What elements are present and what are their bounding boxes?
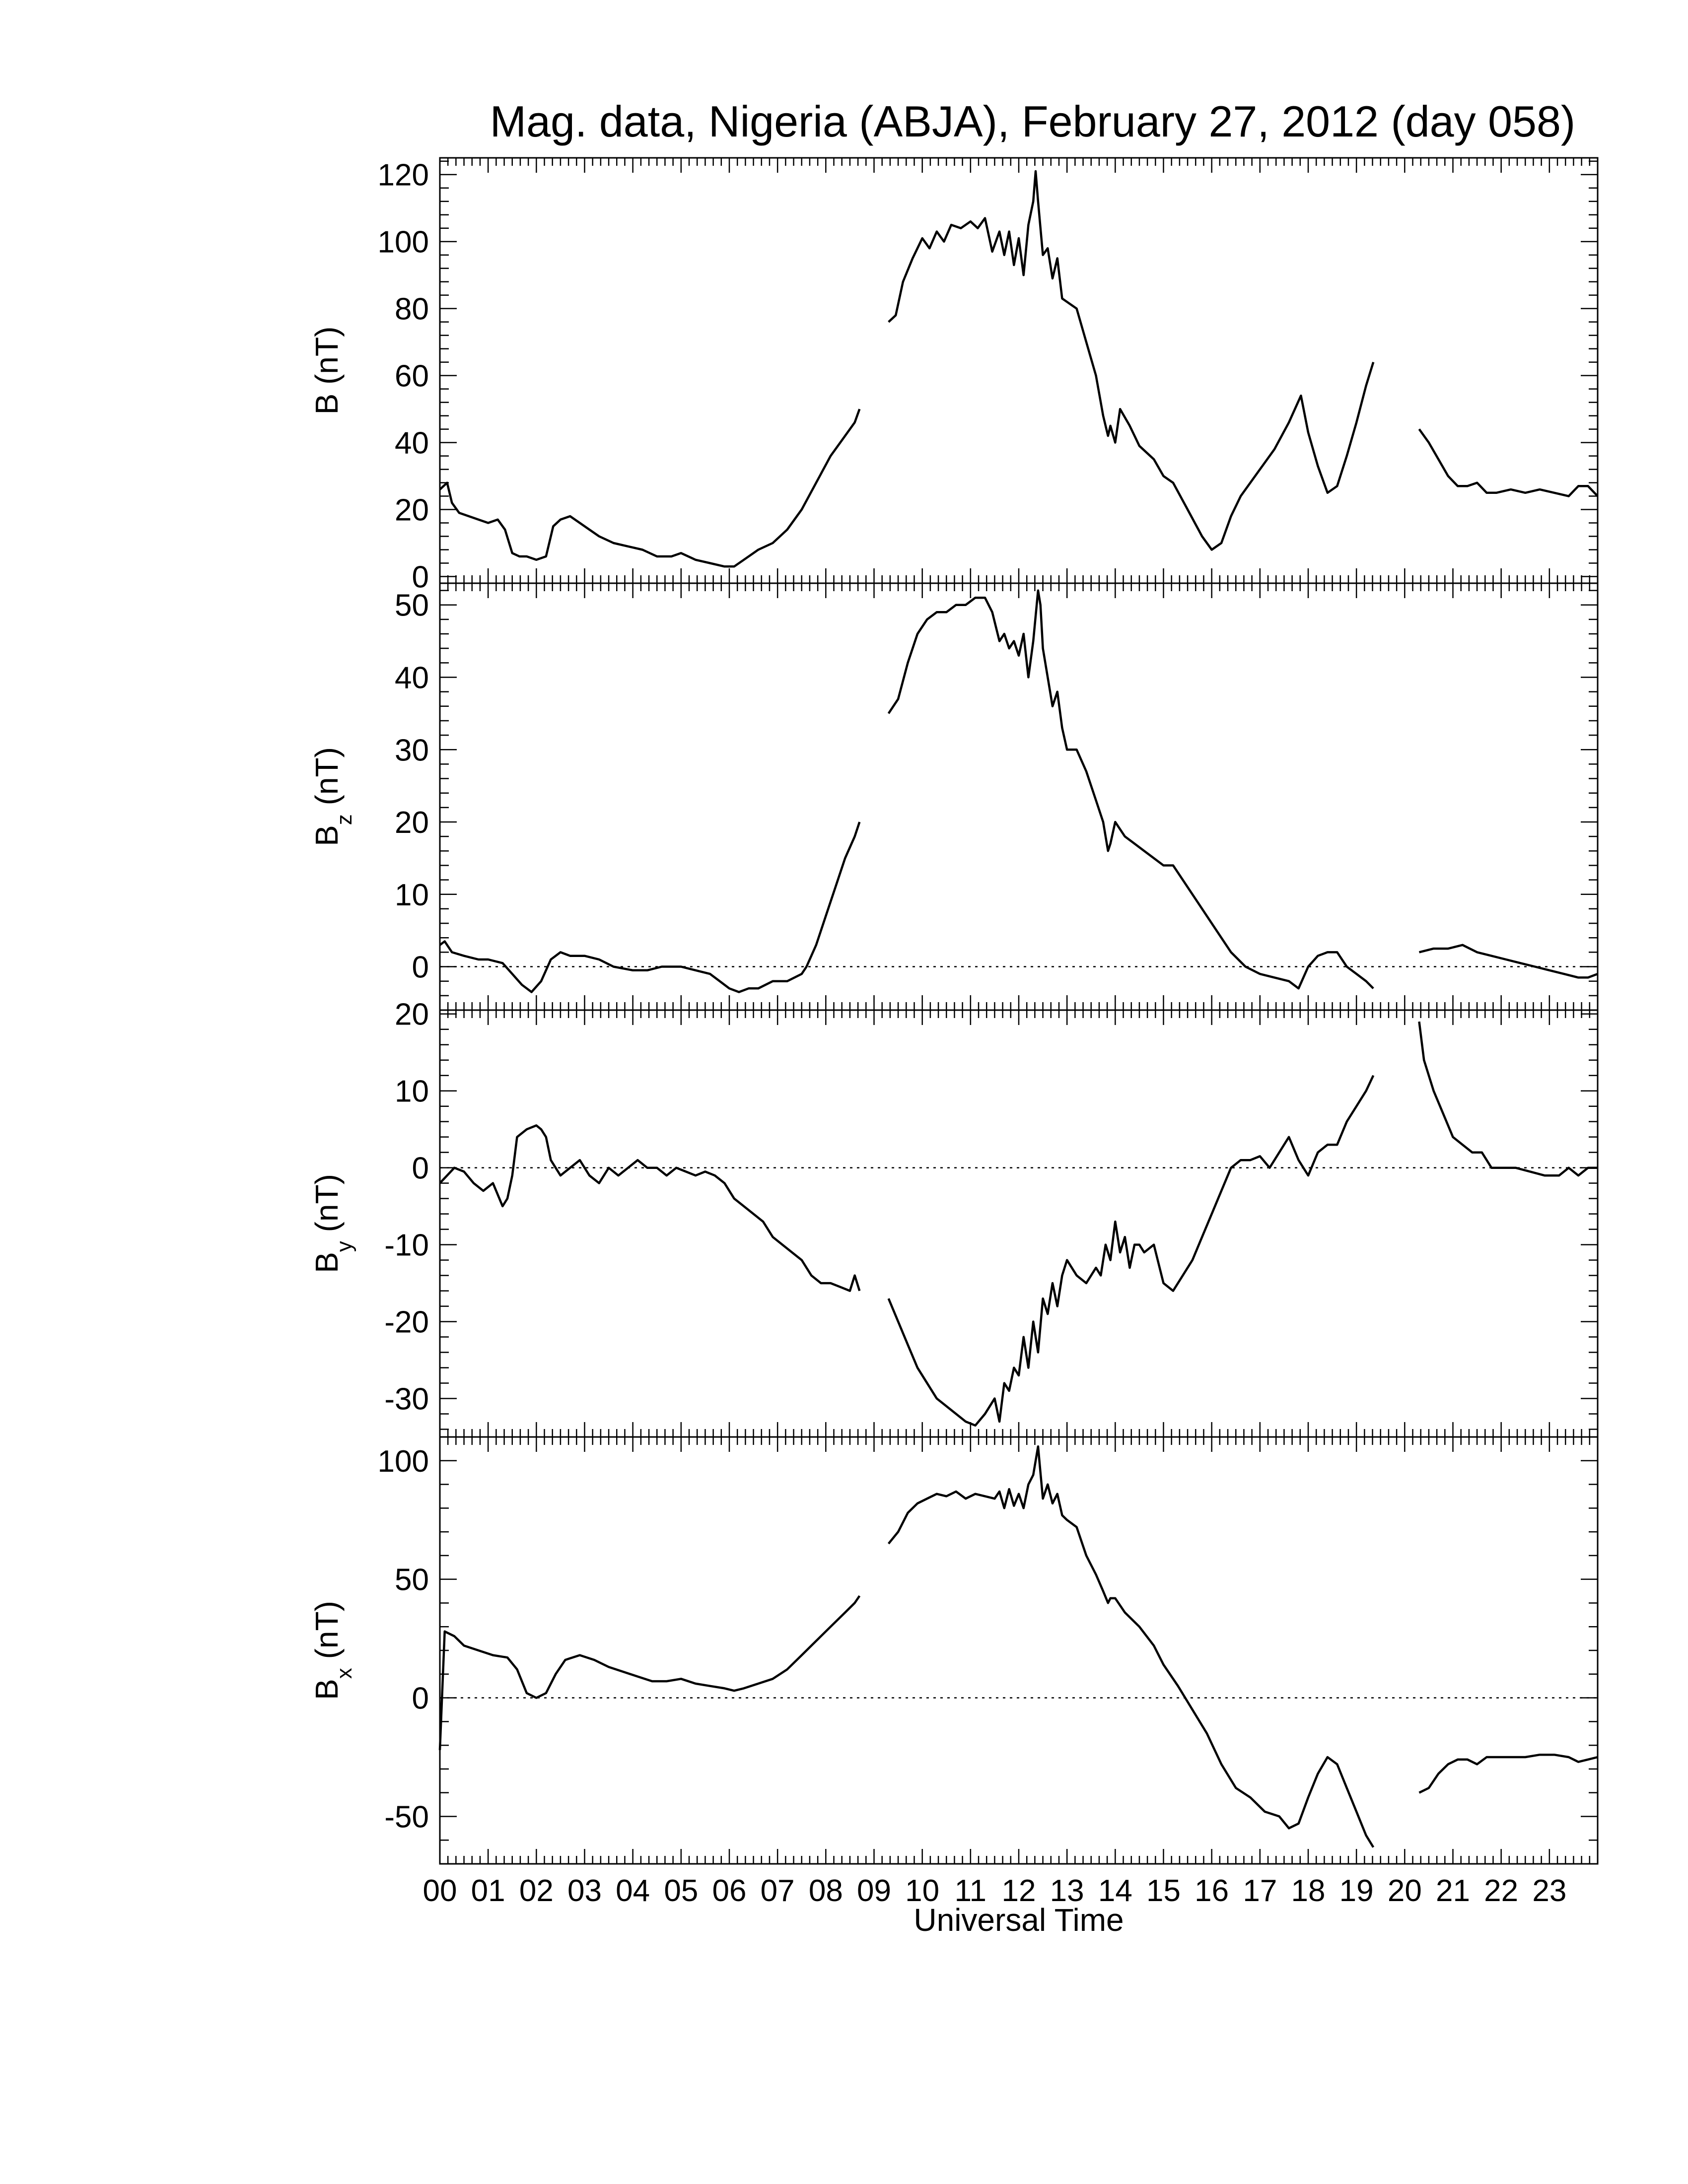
y-tick-label: 40	[395, 661, 429, 695]
y-tick-label: 50	[395, 1563, 429, 1597]
x-tick-label: 19	[1339, 1874, 1374, 1908]
series-line-2	[887, 1445, 1375, 1848]
y-tick-label: -30	[384, 1382, 429, 1417]
x-tick-label: 03	[567, 1874, 602, 1908]
y-axis-title: By (nT)	[309, 1174, 356, 1273]
y-tick-label: 20	[395, 493, 429, 528]
x-tick-label: 02	[519, 1874, 554, 1908]
y-tick-label: 30	[395, 733, 429, 767]
series-line-1	[439, 821, 861, 993]
x-tick-label: 05	[664, 1874, 698, 1908]
y-tick-label: 100	[378, 1444, 429, 1479]
panel-3: -30 -20 -10 0 10 20 By (nT)	[309, 998, 1599, 1438]
x-tick-label: 12	[1002, 1874, 1036, 1908]
y-tick-label: 120	[378, 158, 429, 193]
x-tick-label: 11	[955, 1874, 986, 1908]
y-tick-label: 10	[395, 878, 429, 912]
y-tick-label: 20	[395, 806, 429, 840]
y-tick-label: 50	[395, 589, 429, 623]
x-tick-label: 01	[471, 1874, 505, 1908]
y-tick-label: 0	[412, 560, 429, 595]
y-tick-label: 60	[395, 359, 429, 394]
y-tick-label: 10	[395, 1075, 429, 1109]
series-line-1	[439, 409, 861, 568]
x-tick-label: 16	[1195, 1874, 1229, 1908]
series-line-3	[1418, 428, 1599, 497]
x-tick-label: 15	[1146, 1874, 1181, 1908]
x-axis-title: Universal Time	[914, 1902, 1124, 1938]
x-tick-label: 06	[712, 1874, 747, 1908]
x-tick-label: 14	[1098, 1874, 1132, 1908]
x-tick-label: 08	[809, 1874, 843, 1908]
series-line-3	[1418, 1021, 1598, 1177]
y-tick-label: 0	[412, 1152, 429, 1186]
series-line-1	[439, 1124, 861, 1292]
series-line-2	[887, 589, 1374, 990]
y-tick-label: 20	[395, 998, 429, 1032]
plot-frame	[439, 1436, 1599, 1865]
y-tick-label: 40	[395, 426, 429, 461]
x-tick-label: 13	[1050, 1874, 1084, 1908]
x-axis-tick-labels: 00 01 02 03 04 05 06 07 08 09 10 11 12 13 14 15 16 17 18 19…	[423, 1874, 1567, 1908]
series-line-2	[887, 1075, 1375, 1427]
series-line-3	[1418, 944, 1598, 979]
series-line-3	[1418, 1753, 1598, 1794]
panel-4: -50 0 50 100 Bx (nT)	[309, 1436, 1599, 1865]
y-tick-label: 100	[378, 225, 429, 260]
y-tick-label: 80	[395, 292, 429, 327]
plot-frame	[439, 157, 1599, 584]
x-tick-label: 10	[905, 1874, 939, 1908]
plot-frame	[439, 582, 1599, 1011]
x-tick-label: 00	[423, 1874, 457, 1908]
x-tick-label: 17	[1243, 1874, 1277, 1908]
y-axis-title: Bx (nT)	[309, 1601, 356, 1700]
x-tick-label: 09	[857, 1874, 891, 1908]
y-axis-title: B (nT)	[309, 327, 345, 415]
x-tick-label: 22	[1484, 1874, 1518, 1908]
x-tick-label: 21	[1436, 1874, 1470, 1908]
y-tick-label: -10	[384, 1228, 429, 1263]
x-tick-label: 07	[761, 1874, 795, 1908]
x-tick-label: 18	[1291, 1874, 1326, 1908]
panel-2: 0 10 20 30 40 50 Bz (nT)	[309, 582, 1599, 1011]
panel-1: 0 20 40 60 80 100 120 B (nT)	[309, 157, 1599, 595]
y-tick-label: -50	[384, 1800, 429, 1834]
y-tick-label: 0	[412, 951, 429, 985]
series-line-2	[888, 170, 1375, 551]
y-tick-label: -20	[384, 1305, 429, 1340]
x-tick-label: 20	[1388, 1874, 1422, 1908]
y-tick-label: 0	[412, 1682, 429, 1716]
series-line-1	[438, 1595, 861, 1750]
y-axis-title: Bz (nT)	[309, 747, 356, 846]
x-tick-label: 04	[616, 1874, 650, 1908]
x-tick-label: 23	[1532, 1874, 1566, 1908]
chart-title: Mag. data, Nigeria (ABJA), February 27, …	[490, 97, 1575, 146]
